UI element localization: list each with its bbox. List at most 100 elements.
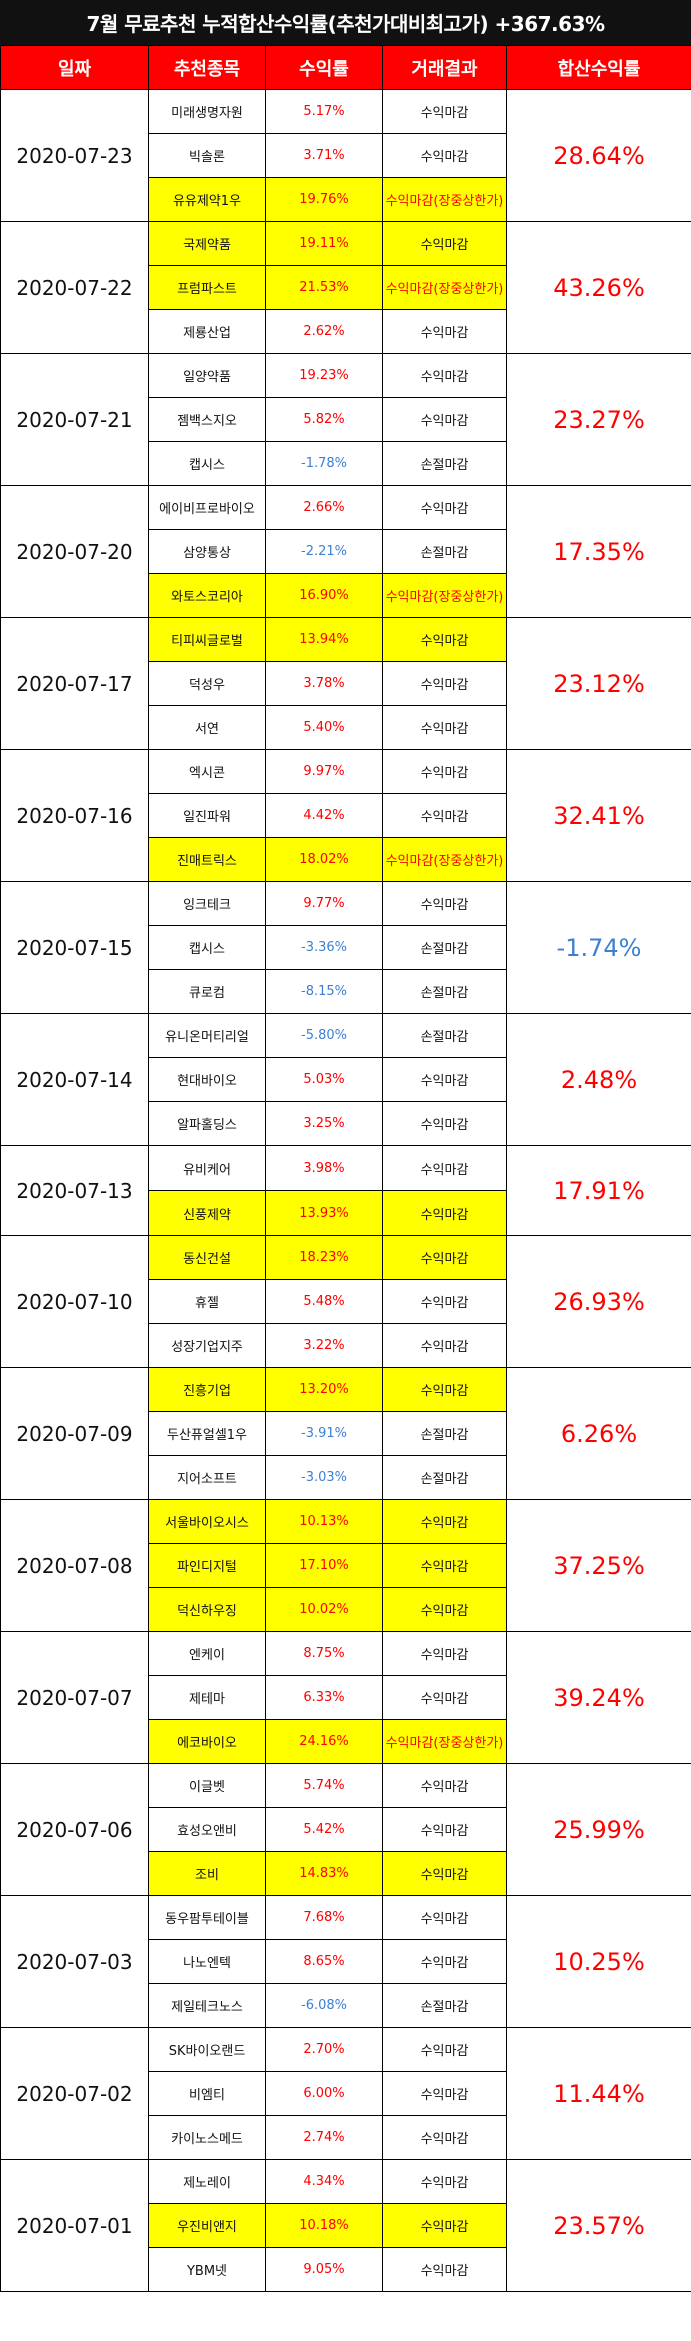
return-rate: 8.65% [265, 1939, 383, 1984]
table-row: 프럼파스트 21.53% 수익마감(장중상한가) [1, 265, 691, 310]
stock-name: YBM넷 [148, 2247, 266, 2292]
return-rate: 14.83% [265, 1851, 383, 1896]
stock-name: 동우팜투테이블 [148, 1895, 266, 1940]
return-rate: 19.76% [265, 177, 383, 222]
return-rate: 13.20% [265, 1367, 383, 1412]
trade-result: 수익마감 [382, 1323, 507, 1368]
stock-name: 덕성우 [148, 661, 266, 706]
table-row: 서연 5.40% 수익마감 [1, 705, 691, 750]
date-cell: 2020-07-22 [0, 221, 149, 354]
table-row: 일진파워 4.42% 수익마감 [1, 793, 691, 838]
return-rate: 19.23% [265, 353, 383, 398]
stock-name: 제테마 [148, 1675, 266, 1720]
trade-result: 수익마감 [382, 2203, 507, 2248]
trade-result: 수익마감 [382, 1631, 507, 1676]
return-rate: 5.74% [265, 1763, 383, 1808]
table-row: 지어소프트 -3.03% 손절마감 [1, 1455, 691, 1500]
return-rate: 5.40% [265, 705, 383, 750]
table-row: 비엠티 6.00% 수익마감 [1, 2071, 691, 2116]
table-row: 캡시스 -3.36% 손절마감 [1, 925, 691, 970]
trade-result: 수익마감 [382, 309, 507, 354]
stock-name: 빅솔론 [148, 133, 266, 178]
stock-name: 티피씨글로벌 [148, 617, 266, 662]
total-return: 6.26% [506, 1367, 691, 1500]
header-row: 일짜 추천종목 수익률 거래결과 합산수익률 [0, 45, 691, 90]
stock-name: 현대바이오 [148, 1057, 266, 1102]
trade-result: 수익마감 [382, 1279, 507, 1324]
date-cell: 2020-07-20 [0, 485, 149, 618]
stock-name: 캡시스 [148, 441, 266, 486]
stock-name: 젬백스지오 [148, 397, 266, 442]
trade-result: 손절마감 [382, 1013, 507, 1058]
return-rate: 2.74% [265, 2115, 383, 2160]
trade-result: 수익마감 [382, 353, 507, 398]
trade-result: 수익마감(장중상한가) [382, 837, 507, 882]
stock-name: 국제약품 [148, 221, 266, 266]
trade-result: 수익마감 [382, 1807, 507, 1852]
trade-result: 수익마감 [382, 1057, 507, 1102]
date-cell: 2020-07-09 [0, 1367, 149, 1500]
stock-name: 삼양통상 [148, 529, 266, 574]
trade-result: 손절마감 [382, 1411, 507, 1456]
date-cell: 2020-07-01 [0, 2159, 149, 2292]
table-row: 캡시스 -1.78% 손절마감 [1, 441, 691, 486]
table-row: 2020-07-22 국제약품 19.11% 수익마감 43.26% [0, 221, 691, 354]
return-rate: 10.02% [265, 1587, 383, 1632]
stock-name: 에이비프로바이오 [148, 485, 266, 530]
stock-name: 프럼파스트 [148, 265, 266, 310]
stock-name: 제룡산업 [148, 309, 266, 354]
date-cell: 2020-07-23 [0, 89, 149, 222]
return-rate: 16.90% [265, 573, 383, 618]
header-total: 합산수익률 [506, 45, 691, 90]
return-rate: 4.42% [265, 793, 383, 838]
table-row: 파인디지털 17.10% 수익마감 [1, 1543, 691, 1588]
stock-name: 유비케어 [148, 1145, 266, 1191]
return-rate: 5.48% [265, 1279, 383, 1324]
stock-name: 휴젤 [148, 1279, 266, 1324]
stock-name: 일진파워 [148, 793, 266, 838]
date-cell: 2020-07-16 [0, 749, 149, 882]
return-rate: 13.93% [265, 1190, 383, 1236]
return-rate: 7.68% [265, 1895, 383, 1940]
return-rate: -6.08% [265, 1983, 383, 2028]
table-row: YBM넷 9.05% 수익마감 [1, 2247, 691, 2292]
table-body: 2020-07-23 미래생명자원 5.17% 수익마감 28.64% 빅솔론 3.71% 수… [0, 89, 691, 2292]
stock-name: 에코바이오 [148, 1719, 266, 1764]
return-rate: 3.22% [265, 1323, 383, 1368]
trade-result: 수익마감 [382, 89, 507, 134]
trade-result: 수익마감 [382, 397, 507, 442]
table-row: 2020-07-07 엔케이 8.75% 수익마감 39.24% [0, 1631, 691, 1764]
table-row: 빅솔론 3.71% 수익마감 [1, 133, 691, 178]
trade-result: 수익마감 [382, 881, 507, 926]
return-rate: 8.75% [265, 1631, 383, 1676]
table-row: 2020-07-15 잉크테크 9.77% 수익마감 -1.74% [0, 881, 691, 1014]
return-rate: -3.36% [265, 925, 383, 970]
table-row: 신풍제약 13.93% 수익마감 [1, 1190, 691, 1236]
date-cell: 2020-07-07 [0, 1631, 149, 1764]
table-row: 유유제약1우 19.76% 수익마감(장중상한가) [1, 177, 691, 222]
stock-name: 제노레이 [148, 2159, 266, 2204]
table-row: 에코바이오 24.16% 수익마감(장중상한가) [1, 1719, 691, 1764]
table-row: 2020-07-23 미래생명자원 5.17% 수익마감 28.64% [0, 89, 691, 222]
stock-name: 성장기업지주 [148, 1323, 266, 1368]
stock-name: 나노엔텍 [148, 1939, 266, 1984]
return-rate: -1.78% [265, 441, 383, 486]
return-rate: -5.80% [265, 1013, 383, 1058]
return-rate: 5.03% [265, 1057, 383, 1102]
table-row: 2020-07-01 제노레이 4.34% 수익마감 23.57% [0, 2159, 691, 2292]
total-return: 26.93% [506, 1235, 691, 1368]
stock-name: 유니온머티리얼 [148, 1013, 266, 1058]
return-rate: 2.62% [265, 309, 383, 354]
table-row: 제룡산업 2.62% 수익마감 [1, 309, 691, 354]
table-row: 2020-07-10 동신건설 18.23% 수익마감 26.93% [0, 1235, 691, 1368]
return-rate: 18.23% [265, 1235, 383, 1280]
date-cell: 2020-07-14 [0, 1013, 149, 1146]
return-rate: 5.82% [265, 397, 383, 442]
return-rate: 19.11% [265, 221, 383, 266]
trade-result: 수익마감 [382, 793, 507, 838]
stock-name: 서연 [148, 705, 266, 750]
trade-result: 손절마감 [382, 1983, 507, 2028]
stock-name: 우진비앤지 [148, 2203, 266, 2248]
trade-result: 수익마감 [382, 2027, 507, 2072]
total-return: 32.41% [506, 749, 691, 882]
